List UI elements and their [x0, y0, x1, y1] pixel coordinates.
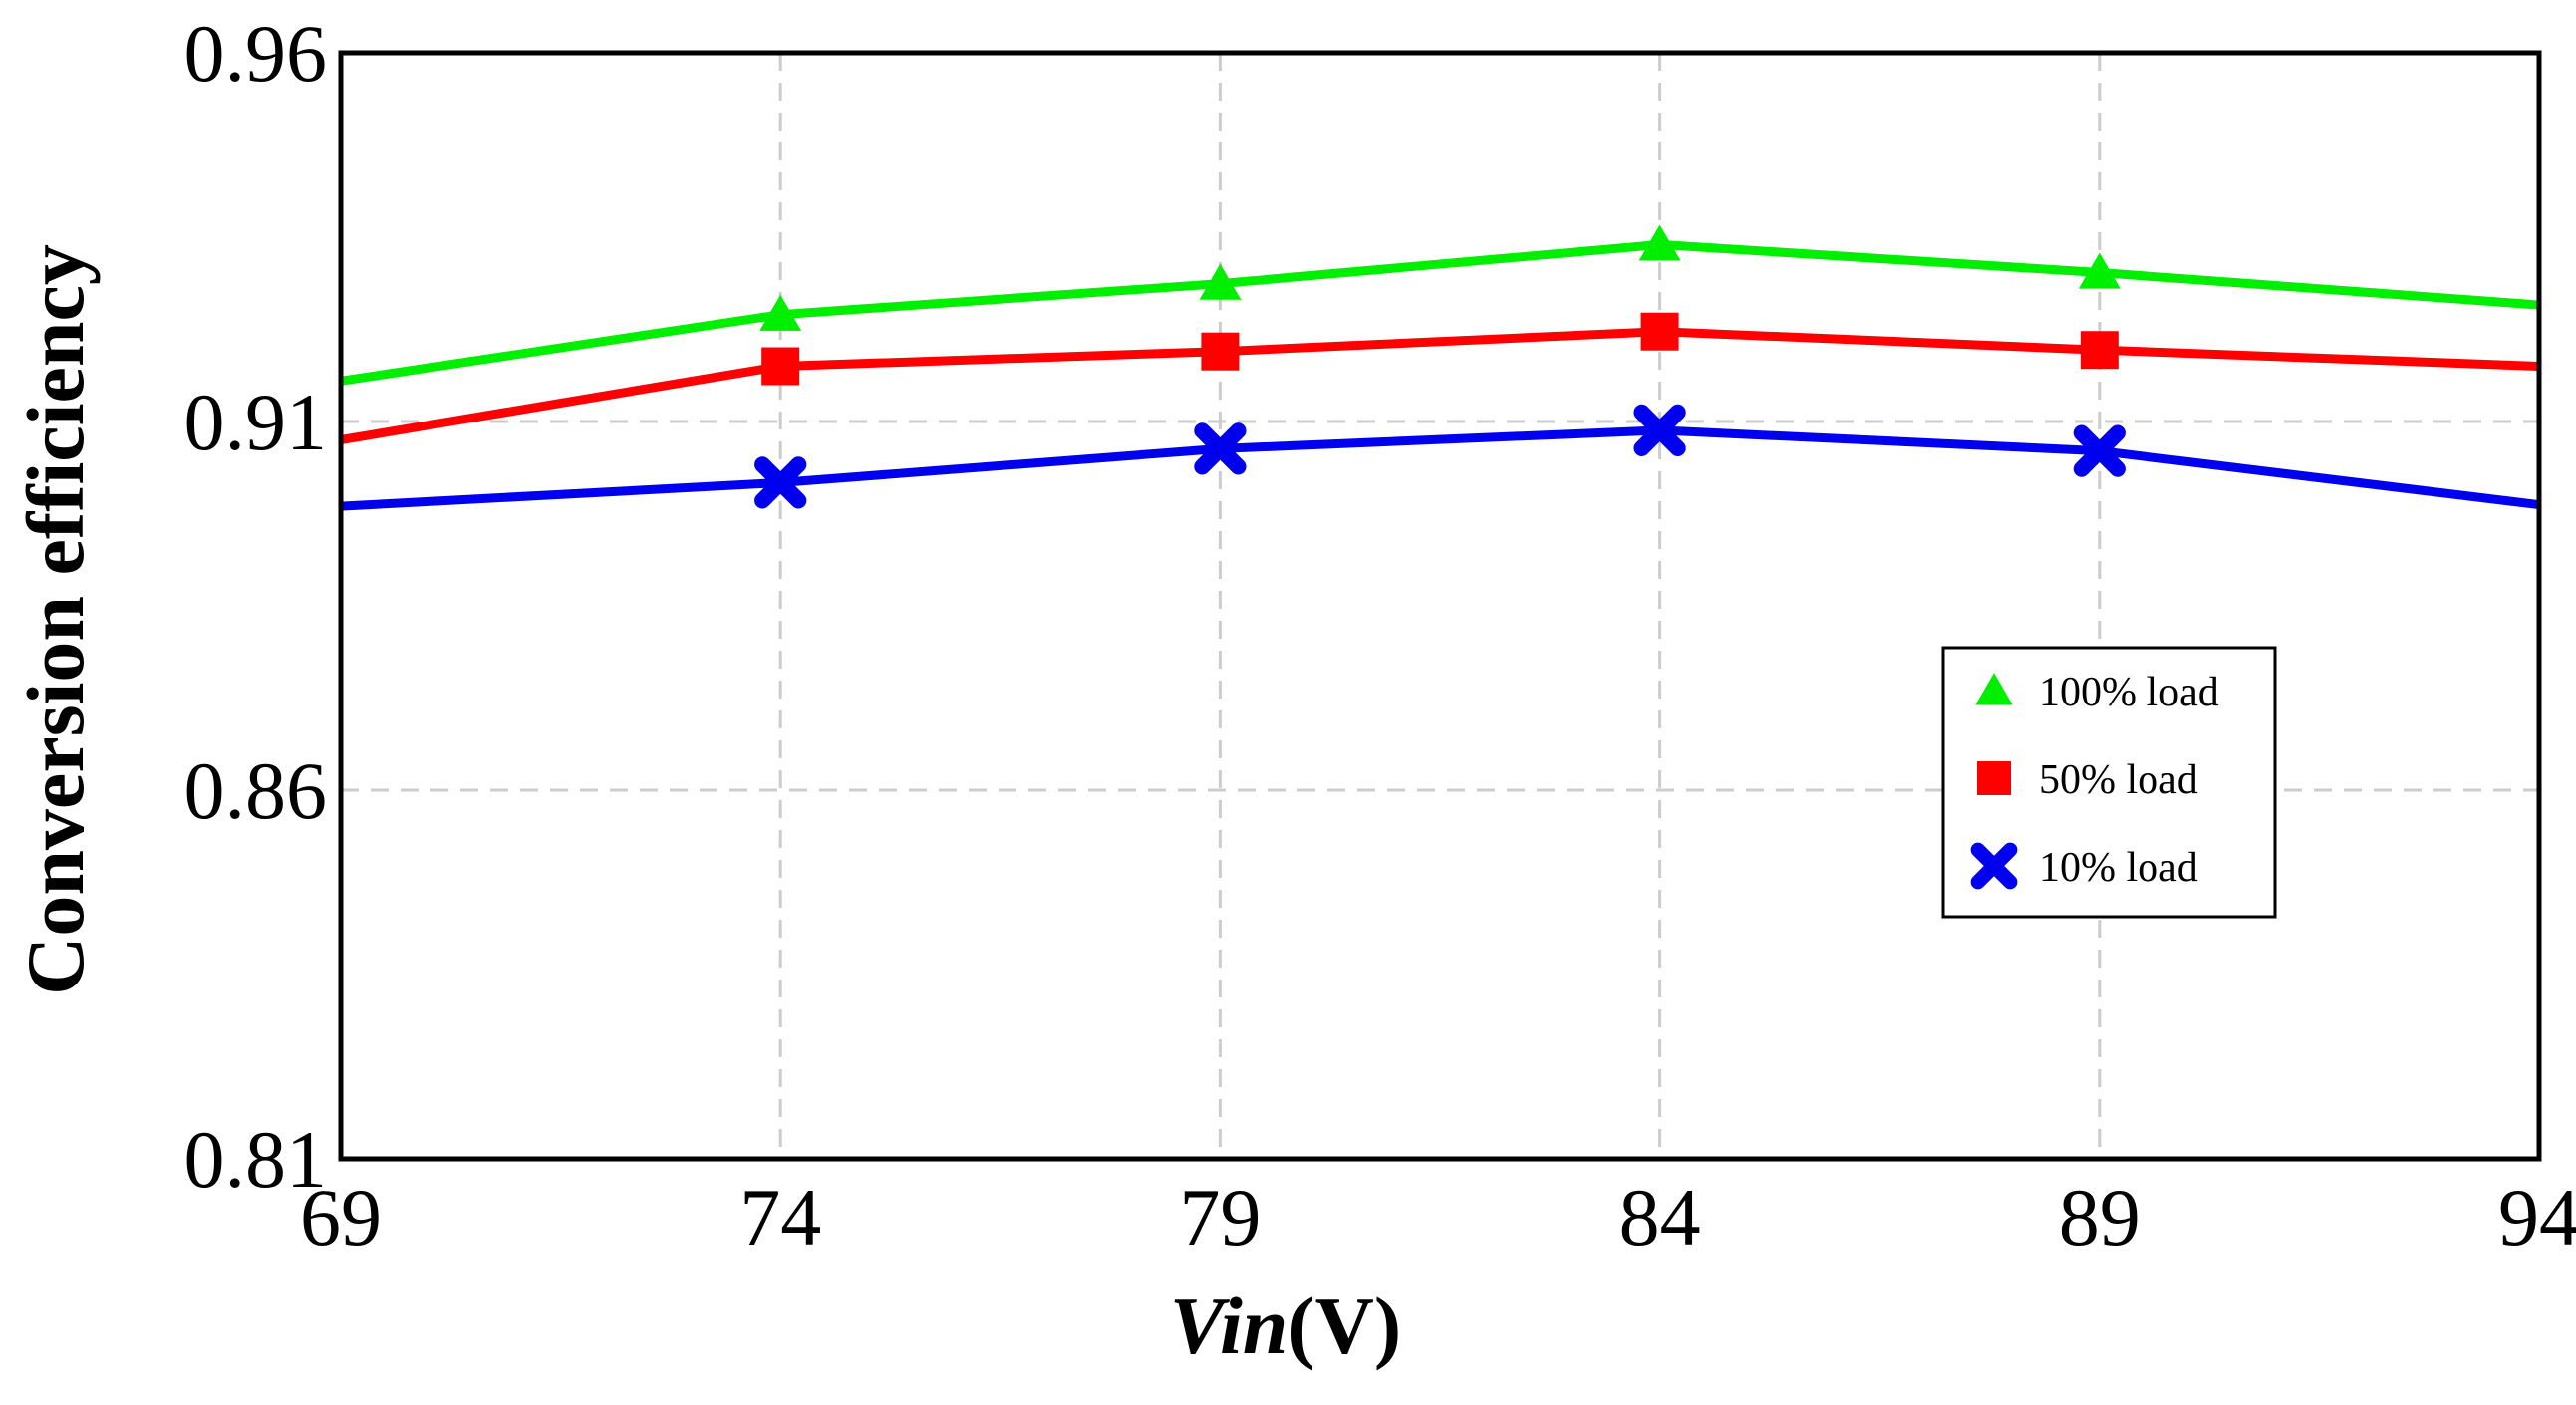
legend-label: 100% load: [2039, 670, 2219, 715]
grid: [341, 53, 2539, 1159]
y-axis-title: Conversion efficiency: [10, 244, 101, 995]
data-point-marker: [2078, 252, 2121, 289]
legend-entry: 50% load: [1977, 757, 2198, 803]
legend-label: 50% load: [2039, 757, 2198, 803]
x-tick-label: 94: [2498, 1172, 2576, 1263]
data-point-marker: [1633, 404, 1686, 457]
legend-marker: [1977, 761, 2011, 795]
x-axis-title: Vin(V): [1170, 1280, 1401, 1371]
y-tick-label: 0.96: [184, 8, 328, 99]
data-point-marker: [754, 456, 807, 509]
series-lines: [340, 239, 2540, 511]
data-point-marker: [1640, 312, 1679, 351]
plot-frame: [338, 50, 2542, 1162]
legend: 100% load 50% load 10% load: [1941, 646, 2277, 919]
x-tick-label: 74: [739, 1172, 821, 1263]
series-line-2: [340, 327, 2540, 444]
y-tick-label: 0.91: [184, 377, 328, 467]
data-point-marker: [1201, 332, 1240, 371]
legend-entry: 10% load: [1970, 842, 2198, 891]
legend-label: 10% load: [2039, 845, 2198, 891]
x-tick-label: 84: [1619, 1172, 1701, 1263]
y-tick-labels: 0.81 0.86 0.91 0.96: [184, 8, 328, 1205]
data-point-marker: [759, 294, 802, 331]
data-point-marker: [2080, 331, 2119, 370]
series-markers: [754, 224, 2126, 509]
series-line-1: [340, 239, 2540, 386]
data-point-marker: [1199, 263, 1242, 300]
x-axis-title-unit: (V): [1288, 1280, 1401, 1371]
series-line-3: [340, 425, 2540, 511]
data-point-marker: [2073, 424, 2126, 477]
data-point-marker: [1194, 422, 1247, 475]
x-axis-title-variable: Vin: [1170, 1280, 1288, 1371]
legend-entry: 100% load: [1975, 670, 2219, 715]
data-point-marker: [1638, 224, 1681, 261]
y-tick-label: 0.86: [184, 745, 328, 836]
x-tick-label: 79: [1179, 1172, 1261, 1263]
y-tick-label: 0.81: [184, 1114, 328, 1205]
x-tick-label: 69: [300, 1172, 382, 1263]
legend-marker: [1970, 842, 2018, 890]
x-tick-label: 89: [2059, 1172, 2141, 1263]
data-point-marker: [761, 347, 800, 386]
legend-marker: [1975, 673, 2013, 705]
x-tick-labels: 69 74 79 84 89 94: [300, 1172, 2576, 1263]
